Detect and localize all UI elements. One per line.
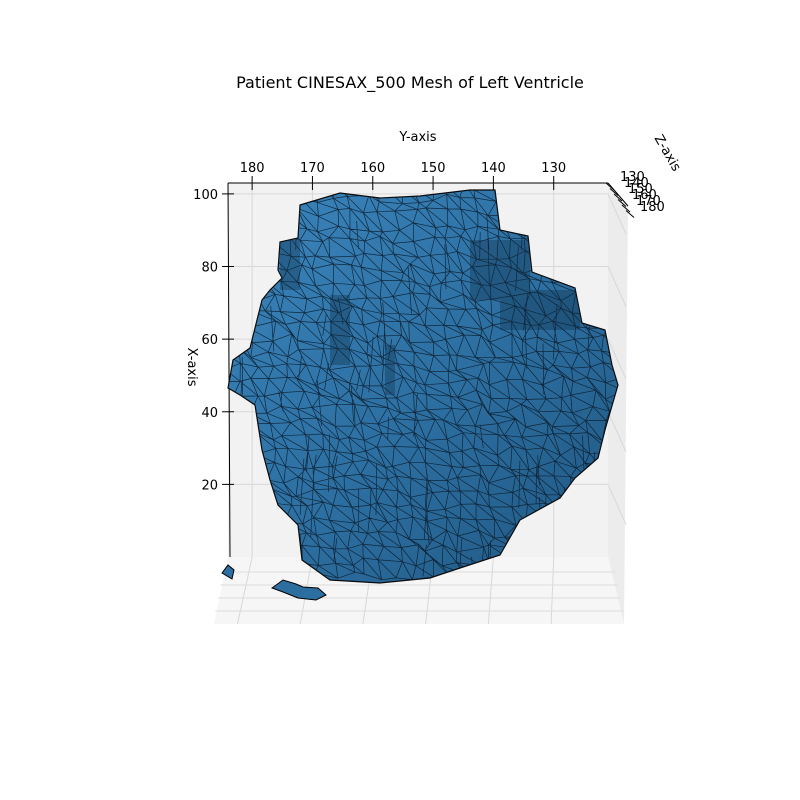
z-tick-mark (617, 199, 627, 207)
mesh-shading (280, 240, 580, 395)
z-tick-mark (613, 193, 623, 202)
x-axis-label: X-axis (184, 348, 199, 387)
y-tick-label: 140 (481, 161, 506, 176)
y-tick-label: 170 (300, 161, 325, 176)
z-tick-label: 170 (636, 194, 661, 209)
mesh-fragment (270, 579, 327, 601)
mesh-fragment (221, 564, 235, 580)
z-tick-label: 160 (632, 188, 657, 203)
left-ventricle-mesh (221, 189, 619, 601)
z-tick-mark (625, 210, 635, 218)
x-tick-label: 20 (201, 478, 218, 493)
axis-lines (227, 182, 629, 558)
y-tick-label: 180 (240, 161, 265, 176)
x-axis-ticks: 100 80 60 40 20 (193, 188, 234, 493)
y-axis-label: Y-axis (398, 130, 436, 145)
y-tick-label: 160 (360, 161, 385, 176)
z-tick-mark (621, 204, 631, 213)
right-side-pane (608, 183, 628, 624)
z-tick-label: 180 (640, 200, 665, 215)
z-tick-label: 130 (620, 170, 645, 185)
x-tick-label: 40 (201, 406, 218, 421)
z-tick-label: 150 (628, 182, 653, 197)
floor-pane (214, 557, 624, 624)
x-tick-label: 60 (201, 333, 218, 348)
z-tick-mark (605, 182, 615, 191)
y-axis-ticks: 180 170 160 150 140 130 (240, 161, 566, 190)
x-tick-label: 80 (201, 261, 218, 276)
y-tick-label: 150 (421, 161, 446, 176)
z-tick-mark (609, 188, 619, 196)
z-axis-label: Z-axis (651, 132, 684, 174)
z-tick-label: 140 (624, 176, 649, 191)
x-tick-label: 100 (193, 188, 218, 203)
chart-title: Patient CINESAX_500 Mesh of Left Ventric… (236, 73, 584, 93)
y-tick-label: 130 (541, 161, 566, 176)
